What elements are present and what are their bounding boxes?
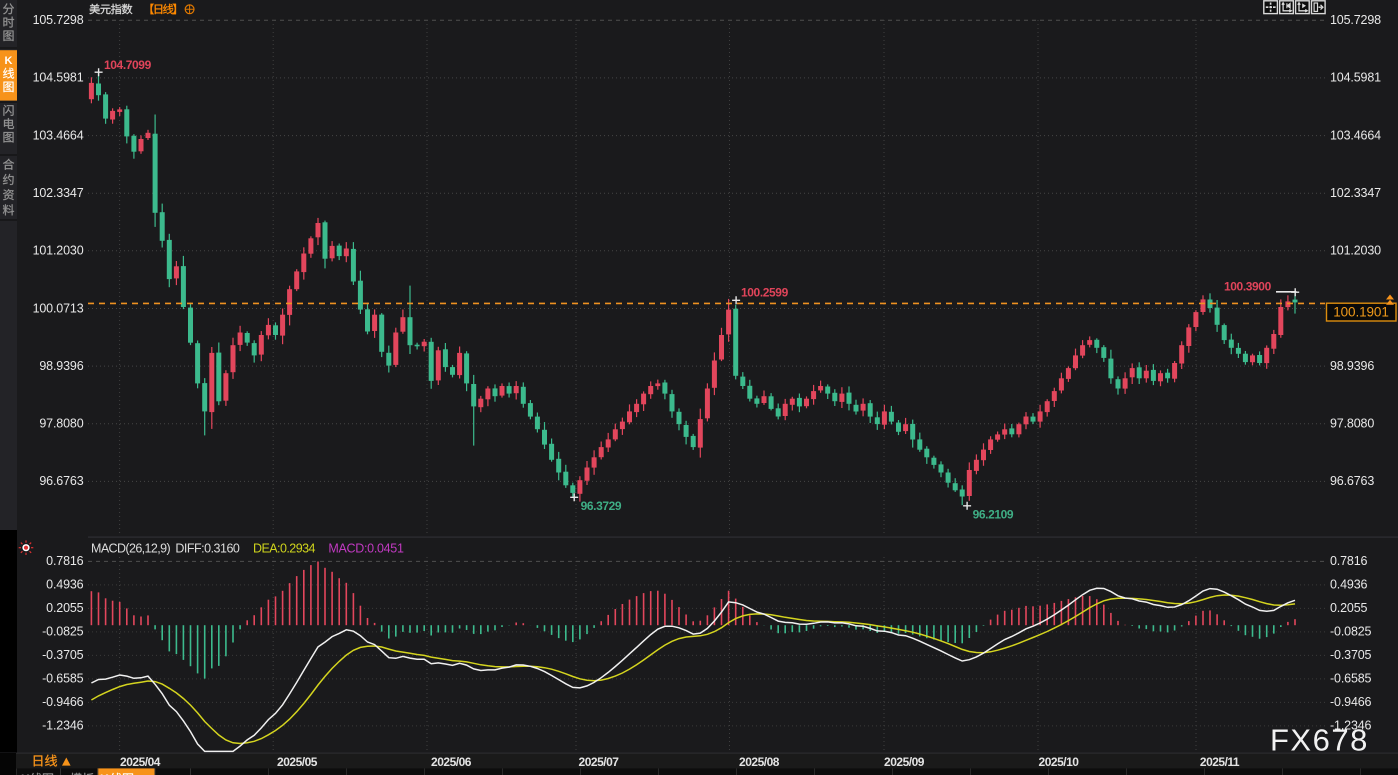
svg-text:K: K	[5, 55, 13, 67]
svg-text:97.8080: 97.8080	[39, 417, 83, 431]
svg-text:101.2030: 101.2030	[1330, 244, 1381, 258]
svg-text:2025/09: 2025/09	[884, 755, 925, 769]
svg-text:2025/06: 2025/06	[431, 755, 472, 769]
svg-text:2025/07: 2025/07	[579, 755, 620, 769]
svg-text:2025/11: 2025/11	[1200, 755, 1240, 769]
svg-text:-0.3705: -0.3705	[42, 648, 84, 662]
svg-text:103.4664: 103.4664	[1330, 128, 1381, 142]
svg-text:-0.3705: -0.3705	[1330, 648, 1372, 662]
svg-text:2025/10: 2025/10	[1039, 755, 1080, 769]
svg-text:-0.6585: -0.6585	[42, 672, 84, 686]
svg-text:98.9396: 98.9396	[1330, 359, 1374, 373]
svg-text:MACD(26,12,9): MACD(26,12,9)	[91, 542, 170, 556]
svg-text:103.4664: 103.4664	[33, 128, 84, 142]
svg-text:2025/04: 2025/04	[120, 755, 161, 769]
svg-text:100.2599: 100.2599	[741, 286, 789, 300]
svg-text:0.4936: 0.4936	[46, 578, 84, 592]
svg-text:DEA:0.2934: DEA:0.2934	[253, 542, 316, 556]
svg-text:-0.0825: -0.0825	[42, 625, 84, 639]
svg-text:0.7816: 0.7816	[46, 554, 84, 568]
svg-text:96.6763: 96.6763	[1330, 474, 1374, 488]
svg-text:-0.6585: -0.6585	[1330, 672, 1372, 686]
svg-text:105.7298: 105.7298	[33, 13, 84, 27]
svg-text:0.7816: 0.7816	[1330, 554, 1368, 568]
svg-text:-0.9466: -0.9466	[42, 695, 84, 709]
svg-text:-0.0825: -0.0825	[1330, 625, 1372, 639]
svg-text:0.4936: 0.4936	[1330, 578, 1368, 592]
svg-text:0.2055: 0.2055	[46, 601, 84, 615]
svg-text:104.5981: 104.5981	[1330, 71, 1381, 85]
svg-text:97.8080: 97.8080	[1330, 417, 1374, 431]
svg-text:-1.2346: -1.2346	[1330, 719, 1372, 733]
svg-text:100.3900: 100.3900	[1224, 280, 1272, 294]
svg-text:2025/05: 2025/05	[277, 755, 318, 769]
svg-text:102.3347: 102.3347	[33, 186, 84, 200]
svg-text:FX678: FX678	[1270, 723, 1369, 758]
svg-text:K: K	[21, 772, 30, 775]
svg-text:K: K	[100, 772, 109, 775]
svg-text:101.2030: 101.2030	[33, 244, 84, 258]
svg-text:100.1901: 100.1901	[1333, 304, 1389, 319]
svg-text:96.6763: 96.6763	[39, 474, 83, 488]
svg-text:102.3347: 102.3347	[1330, 186, 1381, 200]
svg-text:100.0713: 100.0713	[33, 301, 84, 315]
svg-text:DIFF:0.3160: DIFF:0.3160	[175, 542, 240, 556]
svg-text:96.2109: 96.2109	[973, 508, 1014, 522]
svg-text:-1.2346: -1.2346	[42, 719, 84, 733]
svg-text:105.7298: 105.7298	[1330, 13, 1381, 27]
svg-text:98.9396: 98.9396	[39, 359, 83, 373]
svg-text:MACD:0.0451: MACD:0.0451	[328, 542, 404, 556]
svg-text:2025/08: 2025/08	[739, 755, 780, 769]
svg-text:104.7099: 104.7099	[104, 58, 152, 72]
svg-text:0.2055: 0.2055	[1330, 601, 1368, 615]
svg-text:104.5981: 104.5981	[33, 71, 84, 85]
svg-text:96.3729: 96.3729	[581, 499, 622, 513]
svg-text:-0.9466: -0.9466	[1330, 695, 1372, 709]
